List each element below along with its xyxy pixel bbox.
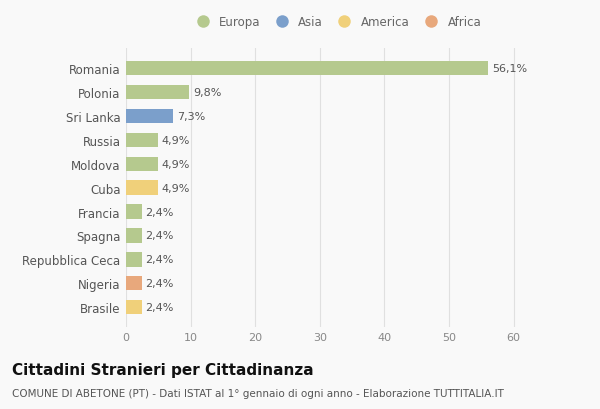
Bar [126, 229, 142, 243]
Bar [126, 85, 190, 100]
Text: 2,4%: 2,4% [145, 231, 174, 241]
Text: 2,4%: 2,4% [145, 207, 174, 217]
Legend: Europa, Asia, America, Africa: Europa, Asia, America, Africa [191, 16, 481, 29]
Bar [126, 133, 158, 148]
Bar [126, 157, 158, 171]
Text: Cittadini Stranieri per Cittadinanza: Cittadini Stranieri per Cittadinanza [12, 362, 314, 377]
Text: 2,4%: 2,4% [145, 255, 174, 265]
Bar [126, 252, 142, 267]
Text: 4,9%: 4,9% [161, 183, 190, 193]
Text: 4,9%: 4,9% [161, 135, 190, 146]
Text: 7,3%: 7,3% [177, 112, 205, 121]
Text: 56,1%: 56,1% [493, 64, 527, 74]
Text: 9,8%: 9,8% [193, 88, 221, 98]
Bar [126, 276, 142, 291]
Text: 4,9%: 4,9% [161, 159, 190, 169]
Bar [126, 300, 142, 315]
Text: COMUNE DI ABETONE (PT) - Dati ISTAT al 1° gennaio di ogni anno - Elaborazione TU: COMUNE DI ABETONE (PT) - Dati ISTAT al 1… [12, 388, 504, 398]
Bar [126, 62, 488, 76]
Text: 2,4%: 2,4% [145, 302, 174, 312]
Bar [126, 181, 158, 195]
Bar [126, 205, 142, 219]
Bar [126, 110, 173, 124]
Text: 2,4%: 2,4% [145, 279, 174, 288]
